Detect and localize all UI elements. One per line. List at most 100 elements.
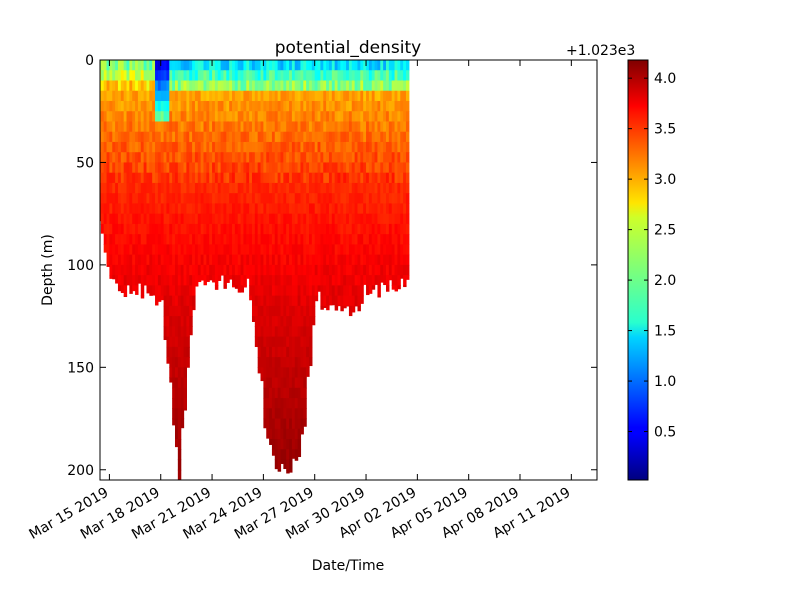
heatmap-cell bbox=[243, 234, 247, 245]
heatmap-cell bbox=[177, 70, 182, 82]
heatmap-cell bbox=[400, 203, 404, 215]
heatmap-cell bbox=[320, 193, 324, 205]
heatmap-cell bbox=[386, 90, 390, 102]
heatmap-cell bbox=[363, 100, 367, 112]
heatmap-cell bbox=[137, 234, 142, 245]
heatmap-cell bbox=[120, 172, 125, 184]
heatmap-cell bbox=[169, 100, 173, 112]
heatmap-cell bbox=[169, 285, 173, 297]
heatmap-cell bbox=[177, 223, 182, 235]
heatmap-cell bbox=[209, 203, 213, 215]
heatmap-cell bbox=[394, 121, 398, 133]
heatmap-cell bbox=[297, 141, 302, 153]
heatmap-cell bbox=[115, 234, 119, 245]
heatmap-cell bbox=[297, 223, 302, 235]
heatmap-cell bbox=[351, 182, 356, 194]
heatmap-cell bbox=[200, 60, 205, 71]
heatmap-cell bbox=[394, 285, 398, 292]
heatmap-cell bbox=[271, 305, 276, 317]
heatmap-cell bbox=[166, 80, 170, 92]
heatmap-cell bbox=[291, 223, 296, 235]
heatmap-cell bbox=[323, 264, 327, 276]
heatmap-cell bbox=[323, 305, 327, 308]
heatmap-cell bbox=[254, 203, 259, 215]
heatmap-cell bbox=[317, 223, 322, 235]
heatmap-cell bbox=[146, 111, 150, 123]
heatmap-cell bbox=[223, 254, 227, 266]
heatmap-cell bbox=[232, 285, 236, 288]
heatmap-cell bbox=[254, 316, 259, 327]
heatmap-cell bbox=[291, 234, 296, 245]
heatmap-cell bbox=[394, 254, 398, 266]
heatmap-cell bbox=[140, 264, 145, 276]
heatmap-cell bbox=[174, 80, 179, 92]
heatmap-cell bbox=[269, 346, 273, 358]
heatmap-cell bbox=[254, 60, 259, 71]
heatmap-cell bbox=[220, 111, 225, 123]
heatmap-cell bbox=[186, 203, 190, 215]
heatmap-cell bbox=[126, 172, 130, 184]
heatmap-cell bbox=[172, 213, 176, 225]
heatmap-cell bbox=[283, 357, 287, 368]
heatmap-cell bbox=[174, 346, 179, 358]
heatmap-cell bbox=[169, 152, 173, 164]
heatmap-cell bbox=[328, 172, 333, 184]
heatmap-cell bbox=[266, 326, 270, 338]
heatmap-cell bbox=[120, 111, 125, 123]
heatmap-cell bbox=[297, 80, 302, 92]
heatmap-cell bbox=[155, 152, 159, 164]
heatmap-cell bbox=[189, 162, 193, 174]
heatmap-cell bbox=[174, 316, 179, 327]
heatmap-cell bbox=[383, 223, 387, 235]
heatmap-cell bbox=[294, 223, 299, 235]
heatmap-cell bbox=[286, 459, 290, 471]
heatmap-cell bbox=[155, 203, 159, 215]
heatmap-cell bbox=[277, 121, 282, 133]
heatmap-cell bbox=[160, 152, 165, 164]
heatmap-cell bbox=[246, 131, 250, 143]
heatmap-cell bbox=[180, 172, 185, 184]
heatmap-cell bbox=[143, 244, 148, 256]
heatmap-cell bbox=[306, 346, 310, 358]
heatmap-cell bbox=[337, 70, 341, 82]
heatmap-cell bbox=[323, 295, 327, 307]
heatmap-cell bbox=[386, 244, 390, 256]
heatmap-cell bbox=[403, 131, 407, 143]
heatmap-cell bbox=[354, 295, 359, 307]
heatmap-cell bbox=[380, 203, 384, 215]
heatmap-cell bbox=[269, 264, 273, 276]
heatmap-cell bbox=[220, 121, 225, 133]
heatmap-cell bbox=[140, 234, 145, 245]
heatmap-cell bbox=[303, 367, 307, 379]
heatmap-cell bbox=[289, 60, 293, 71]
heatmap-cell bbox=[357, 182, 361, 194]
heatmap-cell bbox=[400, 90, 404, 102]
heatmap-cell bbox=[380, 254, 384, 266]
heatmap-cell bbox=[220, 141, 225, 153]
heatmap-cell bbox=[251, 80, 256, 92]
heatmap-cell bbox=[374, 193, 379, 205]
heatmap-cell bbox=[271, 377, 276, 389]
heatmap-cell bbox=[363, 152, 367, 164]
heatmap-cell bbox=[186, 346, 190, 358]
heatmap-cell bbox=[283, 193, 287, 205]
heatmap-cell bbox=[311, 100, 316, 112]
heatmap-cell bbox=[240, 100, 245, 112]
heatmap-cell bbox=[309, 336, 313, 348]
heatmap-cell bbox=[112, 223, 116, 235]
heatmap-cell bbox=[374, 100, 379, 112]
heatmap-cell bbox=[232, 203, 236, 215]
heatmap-cell bbox=[289, 285, 293, 297]
heatmap-cell bbox=[391, 80, 396, 92]
heatmap-cell bbox=[243, 90, 247, 102]
heatmap-cell bbox=[220, 244, 225, 256]
heatmap-cell bbox=[397, 254, 401, 266]
heatmap-cell bbox=[209, 141, 213, 153]
heatmap-cell bbox=[363, 275, 367, 285]
heatmap-cell bbox=[214, 244, 219, 256]
heatmap-cell bbox=[169, 357, 173, 368]
heatmap-cell bbox=[303, 398, 307, 409]
heatmap-cell bbox=[174, 357, 179, 368]
heatmap-cell bbox=[377, 121, 381, 133]
heatmap-cell bbox=[157, 182, 162, 194]
